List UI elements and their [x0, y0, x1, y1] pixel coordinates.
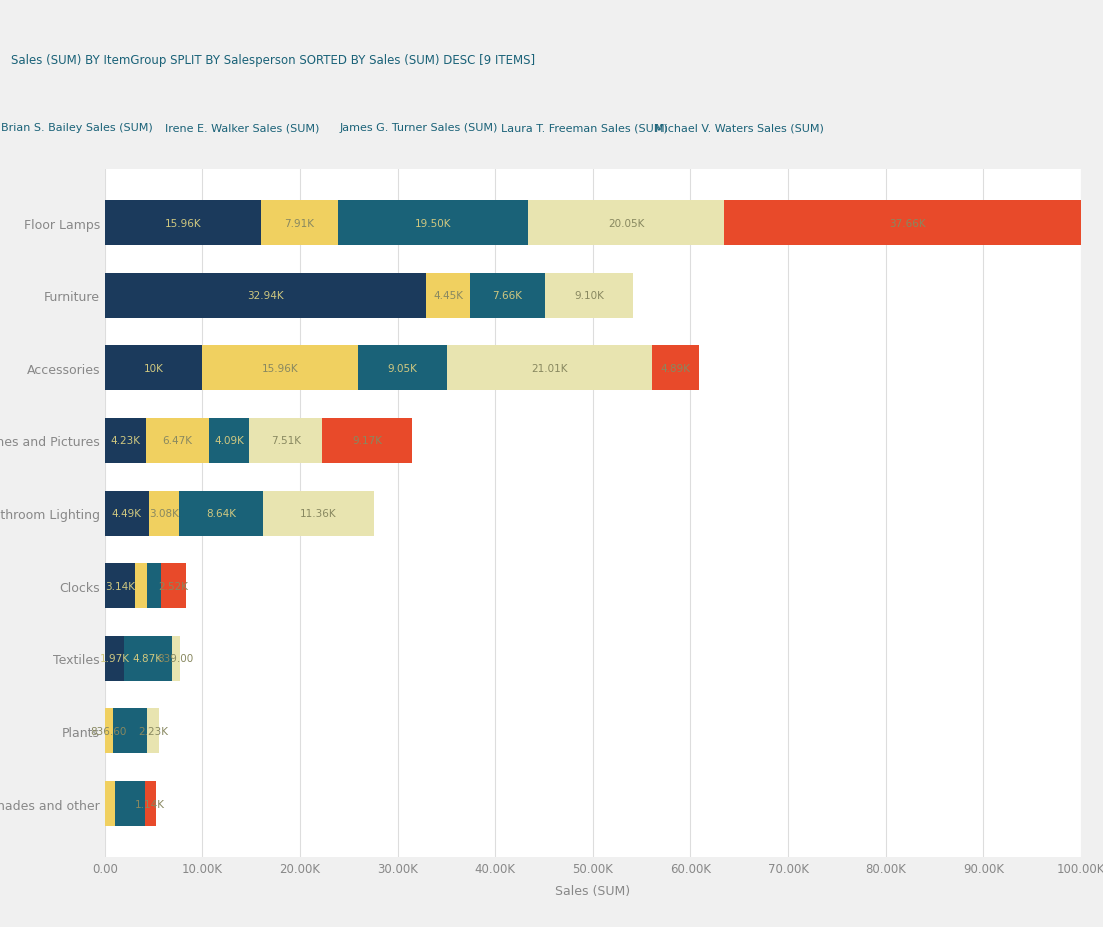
Bar	[724, 201, 1092, 246]
Text: Michael V. Waters Sales (SUM): Michael V. Waters Sales (SUM)	[654, 123, 824, 133]
Text: Laura T. Freeman Sales (SUM): Laura T. Freeman Sales (SUM)	[501, 123, 668, 133]
Bar	[427, 273, 470, 318]
Text: 7.51K: 7.51K	[271, 436, 301, 446]
Text: 3.08K: 3.08K	[149, 509, 179, 518]
Text: 836.60: 836.60	[90, 726, 127, 736]
Bar	[447, 346, 652, 391]
Bar	[149, 491, 179, 536]
Text: 19.50K: 19.50K	[415, 219, 451, 228]
Bar	[338, 201, 528, 246]
Bar	[105, 418, 146, 464]
Text: 37.66K: 37.66K	[889, 219, 927, 228]
X-axis label: Sales (SUM): Sales (SUM)	[555, 883, 631, 896]
Bar	[528, 201, 724, 246]
Bar	[105, 709, 113, 754]
Text: Sales (SUM) BY ItemGroup SPLIT BY Salesperson SORTED BY Sales (SUM) DESC [9 ITEM: Sales (SUM) BY ItemGroup SPLIT BY Salesp…	[11, 54, 535, 67]
Text: 21.01K: 21.01K	[531, 363, 567, 374]
Text: 1.97K: 1.97K	[99, 654, 129, 664]
Bar	[172, 636, 180, 681]
Bar	[147, 709, 159, 754]
Bar	[652, 346, 699, 391]
Bar	[105, 273, 427, 318]
Text: 9.05K: 9.05K	[387, 363, 417, 374]
Bar	[203, 346, 358, 391]
Bar	[105, 201, 260, 246]
Text: 4.23K: 4.23K	[110, 436, 140, 446]
Text: 20.05K: 20.05K	[608, 219, 644, 228]
Bar	[147, 564, 161, 609]
Text: Brian S. Bailey Sales (SUM): Brian S. Bailey Sales (SUM)	[1, 123, 153, 133]
Text: 6.47K: 6.47K	[162, 436, 193, 446]
Text: 15.96K: 15.96K	[164, 219, 201, 228]
Bar	[115, 781, 144, 826]
Bar	[113, 709, 147, 754]
Text: 4.45K: 4.45K	[433, 291, 463, 301]
Text: James G. Turner Sales (SUM): James G. Turner Sales (SUM)	[340, 123, 499, 133]
Text: 7.66K: 7.66K	[492, 291, 522, 301]
Bar	[105, 564, 136, 609]
Text: 15.96K: 15.96K	[263, 363, 299, 374]
Text: 3.14K: 3.14K	[105, 581, 135, 591]
Text: 9.17K: 9.17K	[352, 436, 383, 446]
Bar	[249, 418, 322, 464]
Text: 2.52K: 2.52K	[159, 581, 189, 591]
Bar	[179, 491, 263, 536]
Bar	[263, 491, 374, 536]
Text: 4.89K: 4.89K	[661, 363, 690, 374]
Bar	[124, 636, 172, 681]
Text: 4.49K: 4.49K	[111, 509, 141, 518]
Text: 4.09K: 4.09K	[214, 436, 244, 446]
Text: 7.91K: 7.91K	[285, 219, 314, 228]
Text: 4.87K: 4.87K	[132, 654, 163, 664]
Bar	[105, 636, 124, 681]
Text: 8.64K: 8.64K	[206, 509, 236, 518]
Text: 9.10K: 9.10K	[574, 291, 604, 301]
Bar	[161, 564, 186, 609]
Text: 10K: 10K	[143, 363, 163, 374]
Bar	[260, 201, 338, 246]
Bar	[105, 781, 115, 826]
Bar	[322, 418, 413, 464]
Bar	[105, 491, 149, 536]
Text: 32.94K: 32.94K	[247, 291, 283, 301]
Text: Irene E. Walker Sales (SUM): Irene E. Walker Sales (SUM)	[165, 123, 320, 133]
Bar	[210, 418, 249, 464]
Bar	[358, 346, 447, 391]
Bar	[146, 418, 210, 464]
Text: 2.23K: 2.23K	[138, 726, 168, 736]
Bar	[136, 564, 147, 609]
Bar	[144, 781, 156, 826]
Text: 11.36K: 11.36K	[300, 509, 336, 518]
Text: 839.00: 839.00	[158, 654, 194, 664]
Bar	[105, 346, 203, 391]
Text: 1.14K: 1.14K	[135, 799, 165, 808]
Bar	[545, 273, 633, 318]
Bar	[470, 273, 545, 318]
